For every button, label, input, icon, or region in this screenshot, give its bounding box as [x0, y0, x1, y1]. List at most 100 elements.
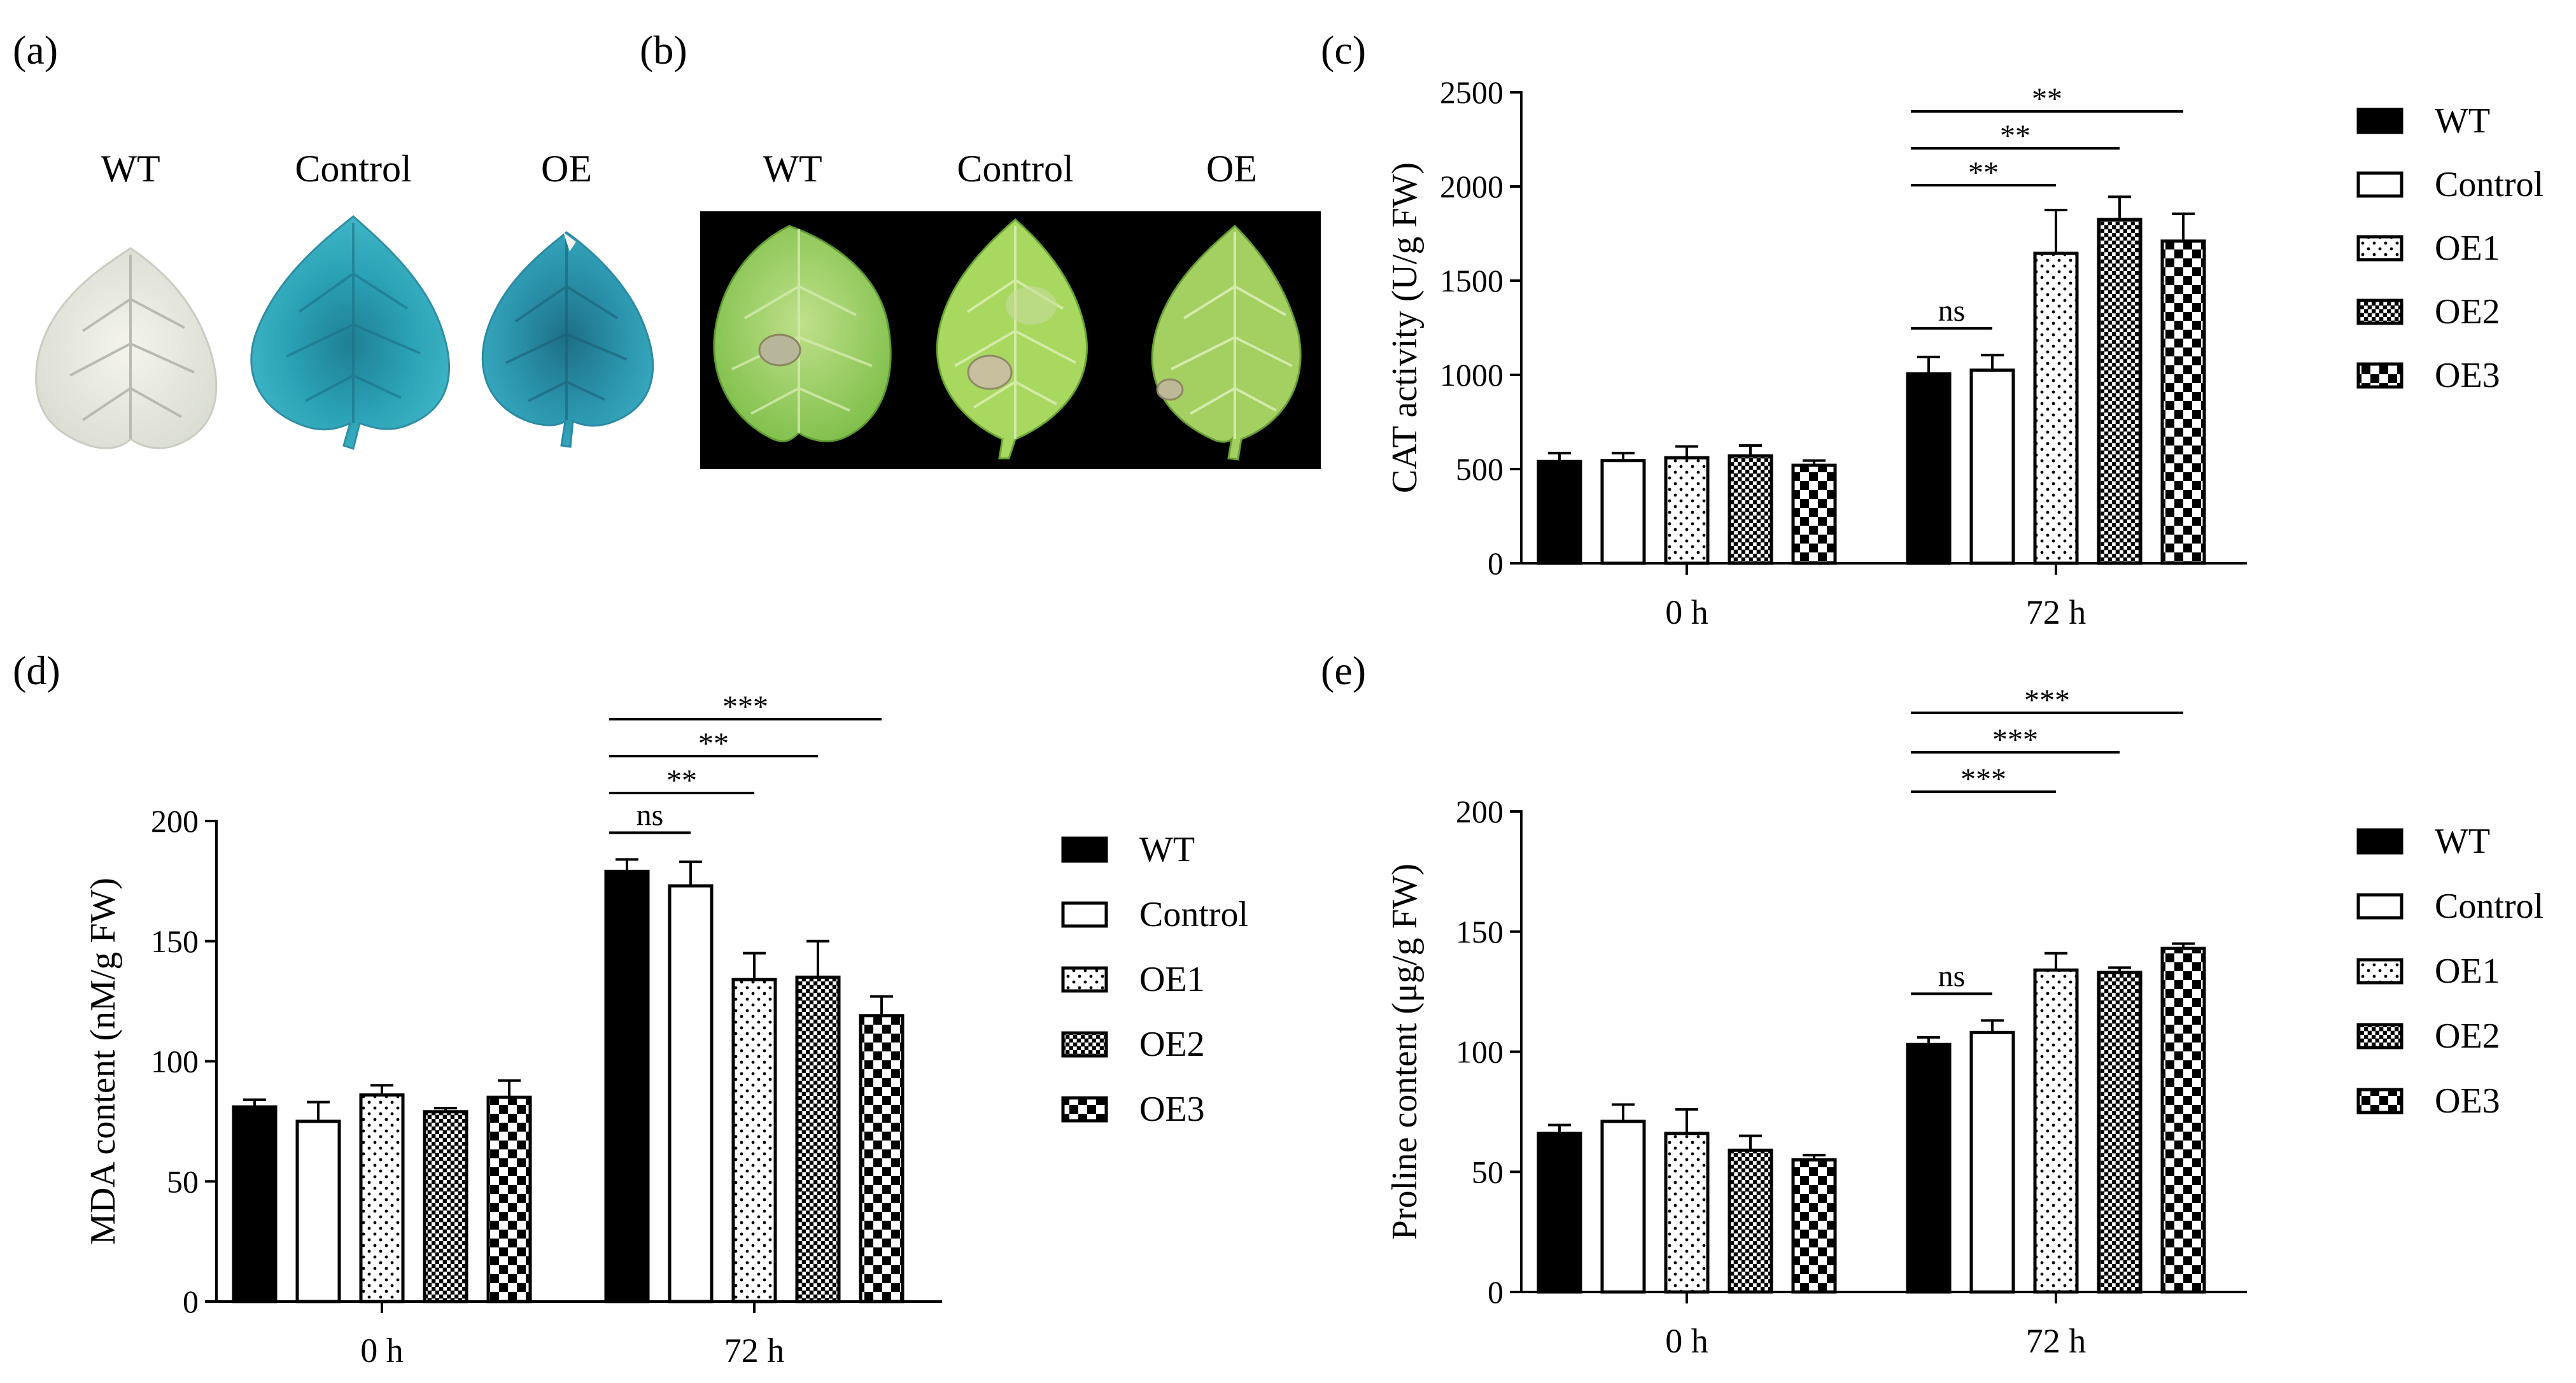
- bar-wt-0-h: [1537, 1132, 1582, 1294]
- bar-oe3-72-h: [2160, 946, 2206, 1294]
- panel-a-label: (a): [13, 27, 58, 73]
- bar-control-72-h: [668, 884, 714, 1303]
- panel-b: (b) WT Control OE: [640, 27, 1321, 469]
- legend-swatch-control: [2356, 171, 2404, 198]
- y-tick-label: 200: [151, 803, 199, 839]
- bar-oe2-0-h: [1728, 1148, 1773, 1294]
- legend-swatch-wt: [2356, 108, 2404, 134]
- chart-c: (c) 0 500 1000 1500 2000 2500 CAT activity (U/…: [1321, 27, 2544, 631]
- legend-label-oe2: OE2: [2435, 1016, 2500, 1056]
- significance-label-2: ***: [1960, 762, 2006, 796]
- bar-oe1-72-h: [2033, 968, 2079, 1294]
- y-tick-label: 100: [1456, 1034, 1503, 1070]
- leaf-image-wt-infected: [713, 225, 892, 442]
- leaf-image-control-stained: [250, 215, 450, 450]
- legend-label-oe1: OE1: [2435, 951, 2500, 991]
- bar-oe2-72-h: [2097, 971, 2143, 1294]
- panel-b-leaf-label-control: Control: [957, 148, 1073, 190]
- bar-oe3-0-h: [486, 1095, 532, 1303]
- y-tick-label: 1500: [1440, 263, 1503, 298]
- legend-label-oe3: OE3: [2435, 356, 2500, 395]
- bar-oe2-72-h: [2097, 218, 2143, 565]
- panel-a: (a) WT Control OE: [13, 27, 654, 450]
- legend-label-oe2: OE2: [2435, 292, 2500, 332]
- panel-c-label: (c): [1321, 27, 1366, 73]
- legend-label-control: Control: [1139, 895, 1248, 934]
- y-axis-label-e: Proline content (μg/g FW): [1385, 864, 1425, 1240]
- x-tick-label-72-h: 72 h: [2026, 1322, 2087, 1360]
- significance-label-3: ***: [1992, 723, 2038, 757]
- leaf-image-wt-stained: [35, 247, 218, 449]
- legend-swatch-wt: [1061, 836, 1108, 863]
- legend-swatch-oe3: [2356, 1088, 2404, 1114]
- y-axis-label-c: CAT activity (U/g FW): [1385, 162, 1425, 493]
- significance-label-3: **: [2000, 119, 2031, 153]
- bar-wt-0-h: [232, 1105, 278, 1303]
- bar-control-72-h: [1969, 369, 2015, 565]
- bar-control-0-h: [1600, 459, 1646, 565]
- bar-control-0-h: [1600, 1120, 1646, 1294]
- panel-b-leaf-label-wt: WT: [763, 148, 822, 190]
- bar-oe1-0-h: [359, 1093, 405, 1303]
- leaf-image-oe-infected: [1151, 224, 1302, 461]
- legend-label-wt: WT: [1139, 830, 1195, 869]
- significance-label-1: ns: [1938, 294, 1966, 328]
- legend-swatch-control: [2356, 893, 2404, 920]
- legend-swatch-oe3: [2356, 362, 2404, 389]
- y-tick-label: 0: [1488, 545, 1503, 581]
- legend-label-oe1: OE1: [1139, 960, 1205, 999]
- y-tick-label: 0: [1488, 1274, 1503, 1310]
- bar-oe2-72-h: [795, 975, 841, 1303]
- y-tick-label: 200: [1456, 794, 1503, 829]
- bar-control-0-h: [295, 1120, 341, 1303]
- significance-label-1: ns: [637, 798, 664, 832]
- bar-control-72-h: [1969, 1030, 2015, 1294]
- legend-swatch-oe2: [2356, 298, 2404, 325]
- legend-label-control: Control: [2435, 165, 2544, 204]
- panel-a-leaf-label-oe: OE: [541, 148, 592, 190]
- bar-oe3-0-h: [1791, 1158, 1837, 1294]
- y-tick-label: 2000: [1440, 169, 1503, 204]
- bar-oe1-72-h: [2033, 251, 2079, 565]
- legend-label-wt: WT: [2435, 822, 2490, 861]
- significance-label-4: ***: [722, 690, 768, 724]
- significance-label-2: **: [1968, 156, 1999, 190]
- leaf-image-control-infected: [936, 218, 1088, 460]
- chart-d: (d) 0 50 100 150 200 MDA content (nM/g FW) 0 h…: [13, 648, 1248, 1370]
- bar-oe1-0-h: [1664, 1132, 1710, 1294]
- significance-label-2: **: [666, 764, 697, 797]
- leaf-image-oe-stained: [481, 231, 654, 448]
- chart-e: (e) 0 50 100 150 200 Proline content (μg/g FW…: [1321, 648, 2544, 1360]
- bar-oe2-0-h: [1728, 454, 1773, 565]
- legend-label-oe2: OE2: [1139, 1025, 1205, 1064]
- legend-swatch-oe2: [2356, 1023, 2404, 1050]
- y-tick-label: 150: [1456, 914, 1503, 950]
- x-tick-label-0-h: 0 h: [360, 1331, 404, 1370]
- y-axis-label-d: MDA content (nM/g FW): [83, 878, 123, 1245]
- y-tick-label: 50: [1472, 1154, 1503, 1190]
- bar-oe1-0-h: [1664, 456, 1710, 565]
- panel-a-leaf-label-control: Control: [295, 148, 411, 190]
- x-tick-label-72-h: 72 h: [724, 1331, 785, 1370]
- significance-label-4: **: [2032, 82, 2062, 116]
- panel-d-label: (d): [13, 648, 60, 693]
- legend-label-oe3: OE3: [1139, 1090, 1205, 1129]
- y-tick-label: 100: [151, 1044, 199, 1079]
- bar-wt-72-h: [604, 869, 650, 1303]
- bar-wt-72-h: [1906, 372, 1952, 565]
- bar-oe3-72-h: [2160, 239, 2206, 565]
- y-tick-label: 0: [183, 1284, 199, 1319]
- legend-label-wt: WT: [2435, 101, 2490, 141]
- significance-label-3: **: [698, 727, 729, 761]
- y-tick-label: 150: [151, 923, 199, 959]
- bar-oe3-0-h: [1791, 463, 1837, 565]
- x-tick-label-0-h: 0 h: [1665, 593, 1708, 631]
- legend-label-oe1: OE1: [2435, 228, 2500, 268]
- y-tick-label: 50: [167, 1163, 199, 1199]
- x-tick-label-72-h: 72 h: [2026, 593, 2087, 631]
- bar-oe1-72-h: [731, 978, 777, 1303]
- legend-swatch-oe1: [1061, 966, 1108, 993]
- legend-swatch-control: [1061, 901, 1108, 928]
- panel-a-leaf-label-wt: WT: [101, 148, 160, 190]
